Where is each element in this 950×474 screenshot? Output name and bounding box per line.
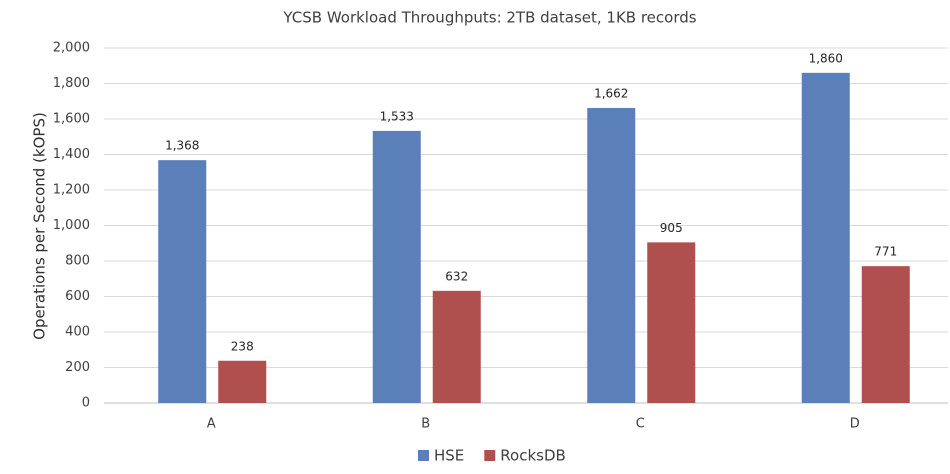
y-tick-label: 600 bbox=[65, 289, 90, 304]
bar bbox=[432, 290, 481, 403]
bar bbox=[218, 360, 267, 403]
bar bbox=[861, 266, 910, 403]
y-axis-label: Operations per Second (kOPS) bbox=[31, 112, 49, 340]
legend: HSE RocksDB bbox=[418, 447, 566, 465]
value-label: 238 bbox=[231, 339, 254, 353]
y-tick-label: 1,600 bbox=[53, 112, 90, 127]
bar bbox=[801, 72, 850, 403]
y-tick-label: 800 bbox=[65, 254, 90, 269]
y-tick-label: 400 bbox=[65, 325, 90, 340]
legend-swatch bbox=[484, 450, 496, 461]
legend-label: RocksDB bbox=[500, 447, 566, 465]
legend-swatch bbox=[418, 450, 429, 461]
x-tick-label: C bbox=[636, 417, 645, 432]
value-label: 1,533 bbox=[380, 109, 414, 123]
value-label: 905 bbox=[660, 221, 683, 235]
x-tick-label: D bbox=[850, 417, 860, 432]
bar bbox=[372, 130, 421, 403]
bar bbox=[158, 160, 207, 403]
bar bbox=[587, 107, 636, 404]
chart-title: YCSB Workload Throughputs: 2TB dataset, … bbox=[282, 9, 696, 27]
y-tick-label: 1,000 bbox=[53, 218, 90, 233]
bar bbox=[647, 242, 696, 403]
legend-label: HSE bbox=[434, 447, 464, 465]
y-tick-label: 1,400 bbox=[53, 147, 90, 162]
x-tick-label: B bbox=[421, 417, 430, 432]
value-label: 1,662 bbox=[594, 86, 628, 100]
y-tick-label: 2,000 bbox=[53, 41, 90, 56]
y-tick-label: 1,200 bbox=[53, 183, 90, 198]
y-tick-label: 0 bbox=[82, 396, 90, 411]
value-label: 771 bbox=[874, 245, 897, 259]
value-label: 632 bbox=[445, 269, 468, 283]
x-tick-label: A bbox=[207, 417, 216, 432]
value-label: 1,368 bbox=[165, 139, 199, 153]
y-tick-label: 1,800 bbox=[53, 76, 90, 91]
y-tick-label: 200 bbox=[65, 360, 90, 375]
value-label: 1,860 bbox=[809, 51, 843, 65]
